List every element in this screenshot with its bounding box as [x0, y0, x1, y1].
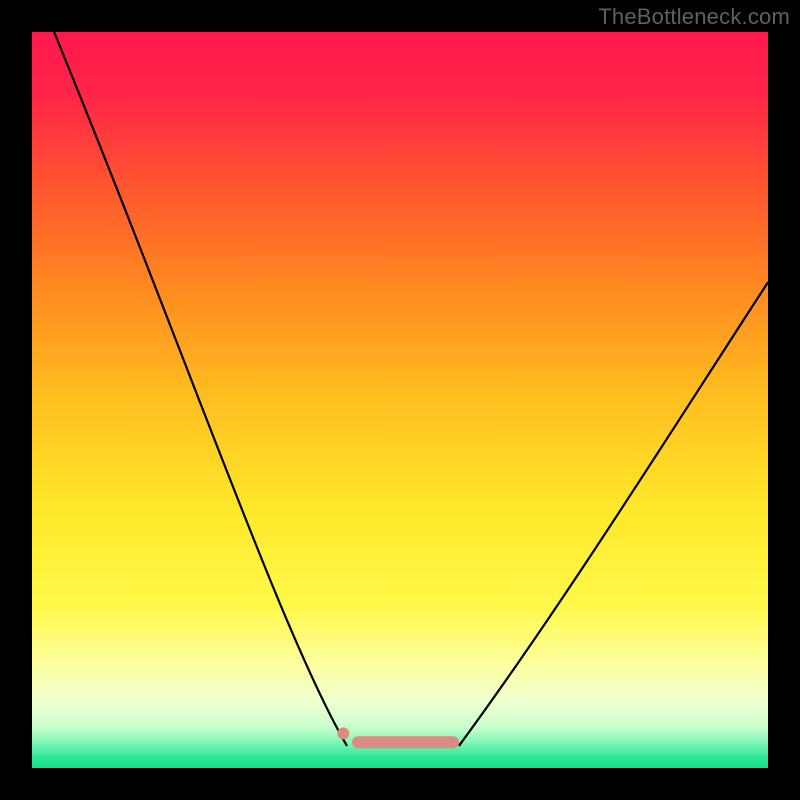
curve-overlay: [32, 32, 768, 768]
watermark-text: TheBottleneck.com: [598, 4, 790, 30]
chart-plot-area: [32, 32, 768, 768]
right-curve: [459, 282, 768, 746]
left-curve: [54, 32, 347, 746]
bottom-marker-dot: [337, 727, 349, 739]
